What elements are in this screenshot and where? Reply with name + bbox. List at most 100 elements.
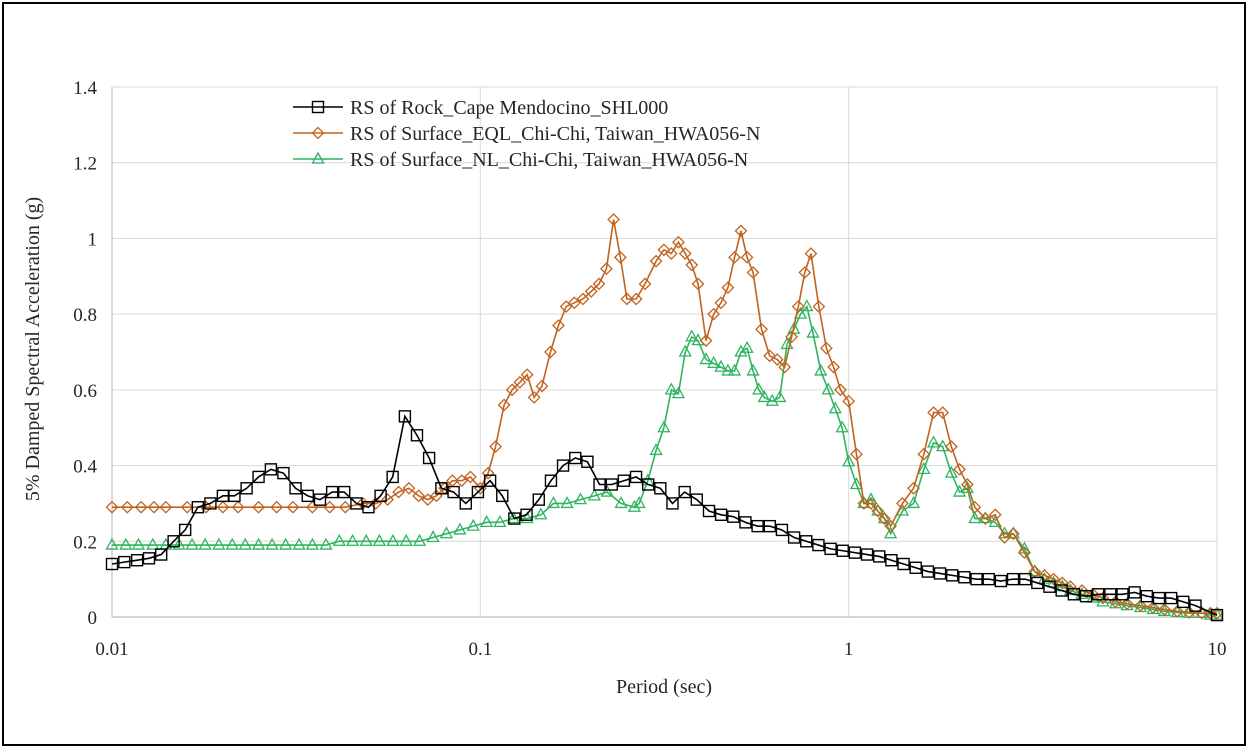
data-point bbox=[146, 537, 160, 550]
data-point bbox=[721, 363, 735, 376]
data-point bbox=[311, 151, 325, 164]
data-point bbox=[560, 496, 574, 509]
data-point bbox=[592, 277, 606, 291]
data-point bbox=[600, 484, 614, 497]
data-point bbox=[505, 383, 519, 397]
data-point bbox=[105, 537, 119, 550]
data-point bbox=[1006, 526, 1020, 539]
data-point bbox=[497, 398, 511, 412]
data-point bbox=[131, 537, 146, 550]
data-point bbox=[685, 258, 699, 272]
data-point bbox=[264, 463, 278, 476]
data-point bbox=[691, 277, 705, 291]
data-point bbox=[142, 552, 156, 565]
data-point bbox=[850, 447, 863, 461]
data-point bbox=[559, 300, 573, 313]
data-point bbox=[773, 390, 787, 403]
data-point bbox=[721, 281, 735, 295]
data-point bbox=[159, 537, 173, 550]
data-point bbox=[412, 533, 427, 546]
data-point bbox=[546, 496, 561, 509]
data-point bbox=[787, 531, 801, 544]
data-point bbox=[685, 329, 699, 342]
data-point bbox=[386, 470, 399, 484]
data-point bbox=[381, 493, 395, 507]
data-point bbox=[1006, 572, 1020, 586]
series-line bbox=[111, 414, 1218, 616]
data-point bbox=[1017, 546, 1031, 560]
data-point bbox=[746, 363, 760, 376]
data-point bbox=[664, 247, 678, 260]
data-point bbox=[702, 504, 716, 518]
y-tick-label: 0.6 bbox=[73, 381, 97, 402]
data-point bbox=[252, 470, 265, 484]
data-point bbox=[907, 481, 920, 495]
data-point bbox=[728, 250, 741, 264]
data-point bbox=[699, 352, 713, 365]
data-point bbox=[734, 344, 748, 357]
data-point bbox=[873, 550, 886, 563]
data-point bbox=[552, 319, 565, 332]
data-point bbox=[944, 440, 958, 454]
data-point bbox=[1177, 595, 1190, 609]
data-point bbox=[812, 300, 826, 313]
data-point bbox=[819, 341, 833, 355]
data-point bbox=[607, 213, 620, 226]
data-point bbox=[212, 537, 226, 550]
data-point bbox=[793, 306, 808, 319]
data-point bbox=[806, 325, 820, 338]
data-point bbox=[464, 470, 477, 484]
data-point bbox=[426, 530, 440, 543]
data-point bbox=[1043, 580, 1056, 593]
data-point bbox=[105, 500, 119, 514]
data-point bbox=[770, 353, 784, 366]
data-point bbox=[804, 247, 818, 260]
series-layer bbox=[105, 213, 1224, 622]
data-point bbox=[178, 523, 192, 537]
data-point bbox=[392, 485, 406, 499]
data-point bbox=[1152, 591, 1166, 605]
data-point bbox=[374, 489, 387, 503]
data-point bbox=[864, 497, 878, 510]
data-point bbox=[453, 522, 467, 535]
data-point bbox=[1189, 599, 1202, 612]
data-point bbox=[664, 382, 678, 395]
data-point bbox=[399, 533, 413, 546]
data-point bbox=[1120, 597, 1134, 611]
data-point bbox=[520, 368, 534, 382]
y-tick-label: 0 bbox=[88, 608, 98, 629]
data-point bbox=[1146, 601, 1160, 614]
data-point bbox=[654, 482, 667, 495]
data-point bbox=[520, 508, 533, 521]
data-point bbox=[757, 390, 771, 403]
y-tick-label: 1.4 bbox=[73, 78, 97, 99]
data-point bbox=[513, 375, 527, 389]
legend-item: RS of Surface_EQL_Chi-Chi, Taiwan_HWA056… bbox=[293, 123, 760, 145]
data-point bbox=[410, 429, 424, 442]
data-point bbox=[785, 330, 799, 344]
data-point bbox=[678, 247, 692, 260]
data-point bbox=[848, 546, 862, 559]
data-point bbox=[372, 533, 386, 546]
data-point bbox=[933, 567, 947, 580]
series-line bbox=[112, 219, 1217, 615]
data-point bbox=[332, 533, 346, 546]
data-point bbox=[251, 537, 266, 550]
data-point bbox=[289, 482, 302, 495]
data-point bbox=[1195, 605, 1209, 618]
data-point bbox=[1164, 591, 1178, 605]
data-point bbox=[489, 440, 502, 454]
data-point bbox=[707, 307, 721, 321]
data-point bbox=[1055, 584, 1068, 597]
data-point bbox=[1170, 604, 1184, 618]
data-point bbox=[755, 322, 768, 336]
data-point bbox=[835, 420, 849, 433]
data-point bbox=[642, 478, 655, 491]
data-point bbox=[204, 497, 217, 510]
data-point bbox=[836, 544, 849, 557]
data-point bbox=[422, 451, 436, 465]
data-point bbox=[493, 515, 507, 528]
data-point bbox=[292, 537, 306, 550]
